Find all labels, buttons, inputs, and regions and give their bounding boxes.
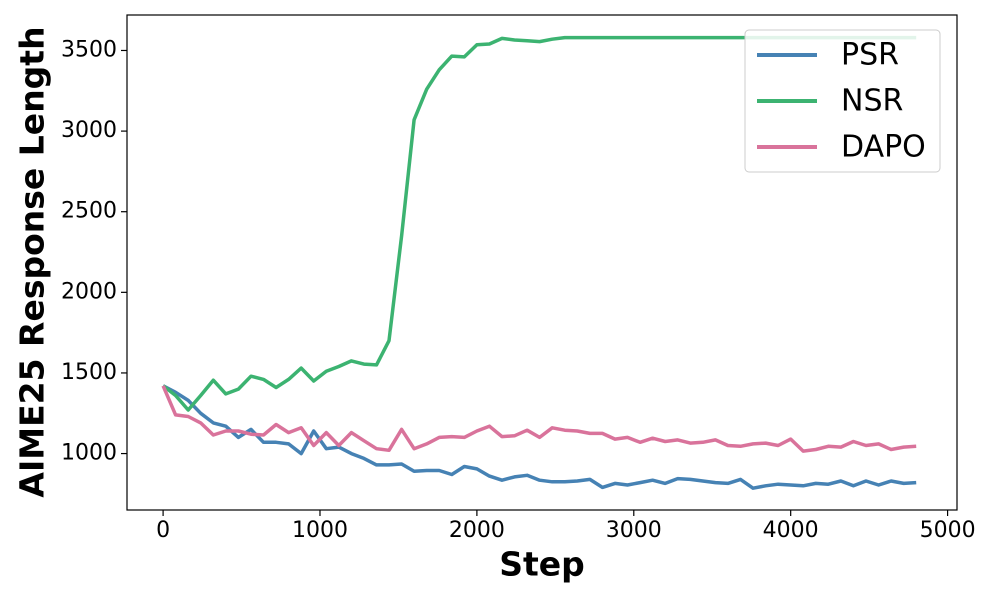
y-tick-label: 3500: [61, 37, 117, 62]
y-tick-label: 2000: [61, 279, 117, 304]
line-series: [162, 384, 917, 490]
y-tick-label: 2500: [61, 199, 117, 224]
x-tick-label: 1000: [292, 518, 348, 543]
x-tick-label: 0: [156, 518, 170, 543]
line-series: [161, 385, 917, 453]
y-tick-label: 1500: [61, 360, 117, 385]
y-axis-label: AIME25 Response Length: [13, 26, 52, 497]
x-tick-label: 2000: [449, 518, 505, 543]
y-tick-label: 3000: [61, 118, 117, 143]
x-tick-label: 5000: [920, 518, 976, 543]
x-axis-label: Step: [499, 545, 585, 584]
plot-frame: [126, 14, 958, 511]
y-tick-label: 1000: [61, 441, 117, 466]
legend: PSR NSR DAPO: [744, 29, 941, 173]
legend-box: [744, 29, 941, 173]
legend-label: PSR: [841, 38, 899, 73]
x-tick-label: 3000: [606, 518, 662, 543]
legend-label: DAPO: [841, 130, 926, 165]
x-tick-label: 4000: [763, 518, 819, 543]
legend-label: NSR: [841, 84, 903, 119]
